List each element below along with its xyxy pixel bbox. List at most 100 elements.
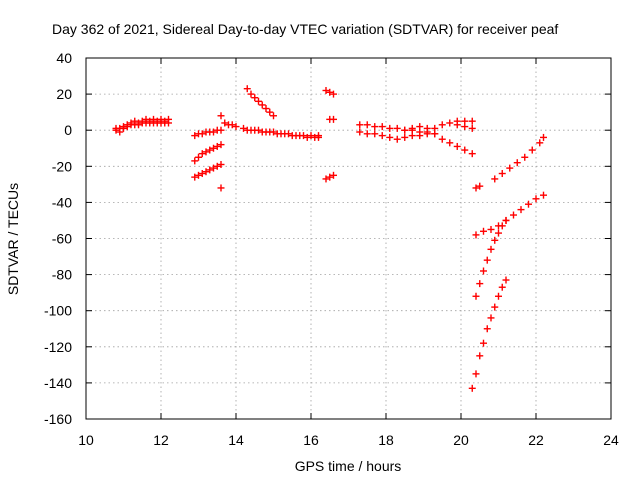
data-point [498, 222, 506, 230]
x-axis-label: GPS time / hours [295, 458, 402, 474]
data-point [532, 195, 540, 203]
data-point [266, 108, 274, 116]
data-point [262, 105, 270, 113]
data-point [258, 128, 266, 136]
chart-title: Day 362 of 2021, Sidereal Day-to-day VTE… [52, 21, 558, 37]
data-point [206, 166, 214, 174]
data-point [217, 141, 225, 149]
data-point [491, 303, 499, 311]
data-point [322, 175, 330, 183]
data-point [386, 133, 394, 141]
data-point [483, 325, 491, 333]
data-point [217, 184, 225, 192]
data-point [480, 267, 487, 275]
data-point [202, 148, 210, 156]
x-tick-label: 12 [153, 432, 169, 448]
data-point [495, 292, 502, 300]
x-tick-label: 10 [78, 432, 94, 448]
data-point [491, 175, 499, 183]
data-point [393, 135, 401, 143]
data-point [221, 119, 229, 127]
data-point [540, 133, 547, 141]
data-point [506, 164, 514, 172]
data-point [330, 90, 337, 98]
data-point [453, 121, 461, 129]
data-point [363, 121, 371, 129]
data-point [255, 97, 262, 105]
data-point [307, 132, 315, 140]
data-point [120, 124, 127, 132]
data-point [461, 123, 469, 131]
data-point [480, 227, 487, 235]
data-point [288, 132, 296, 140]
data-point [536, 139, 544, 147]
data-point [198, 150, 206, 158]
data-point [378, 123, 386, 131]
data-point [210, 128, 217, 136]
data-point [513, 159, 521, 167]
data-point [356, 121, 364, 129]
y-tick-label: -120 [44, 339, 72, 355]
data-point [446, 119, 454, 127]
y-tick-label: -100 [44, 303, 72, 319]
data-point [330, 115, 337, 123]
y-tick-label: -80 [52, 267, 72, 283]
y-axis-label: SDTVAR / TECUs [5, 183, 21, 295]
data-point [213, 142, 221, 150]
data-point [393, 124, 401, 132]
data-point [363, 130, 371, 138]
data-point [123, 123, 131, 131]
y-tick-label: 40 [56, 50, 72, 66]
x-tick-label: 18 [378, 432, 394, 448]
y-tick-label: 20 [56, 86, 72, 102]
data-point [408, 132, 416, 140]
data-point [206, 146, 214, 154]
data-point [273, 130, 281, 138]
data-point [191, 173, 199, 181]
data-point [491, 236, 499, 244]
data-point [210, 164, 217, 172]
data-point [525, 200, 532, 208]
data-point [217, 112, 225, 120]
data-point [251, 126, 259, 134]
data-point [217, 126, 225, 134]
data-point [476, 182, 484, 190]
axis-ticks: 10 12 14 16 18 20 22 24 40 20 0 -20 -40 -60 -80 -100 -12… [44, 50, 619, 448]
y-tick-label: -140 [44, 375, 72, 391]
data-point [480, 339, 487, 347]
data-point [378, 132, 386, 140]
data-point [528, 146, 536, 154]
data-point [243, 126, 251, 134]
data-point [191, 132, 199, 140]
data-point [135, 121, 142, 129]
data-point [521, 153, 529, 161]
data-point [472, 292, 480, 300]
data-point [502, 276, 510, 284]
data-point [408, 124, 416, 132]
data-point [487, 314, 495, 322]
data-point [386, 124, 394, 132]
data-point [487, 225, 495, 233]
data-point [423, 124, 431, 132]
data-point [198, 130, 206, 138]
data-point [468, 117, 476, 125]
data-point [468, 124, 476, 132]
data-point [240, 124, 247, 132]
data-point [202, 168, 210, 176]
x-tick-label: 14 [228, 432, 244, 448]
data-point [165, 119, 172, 127]
data-point [281, 130, 289, 138]
data-point [195, 153, 202, 161]
data-point [468, 384, 476, 392]
data-point [476, 280, 484, 288]
data-point [258, 101, 266, 109]
data-point [371, 130, 379, 138]
data-point [401, 126, 409, 134]
data-point [438, 121, 446, 129]
data-point [498, 170, 506, 178]
data-point [326, 88, 334, 96]
grid [86, 58, 611, 419]
data-point [322, 86, 330, 94]
data-point [498, 283, 506, 291]
